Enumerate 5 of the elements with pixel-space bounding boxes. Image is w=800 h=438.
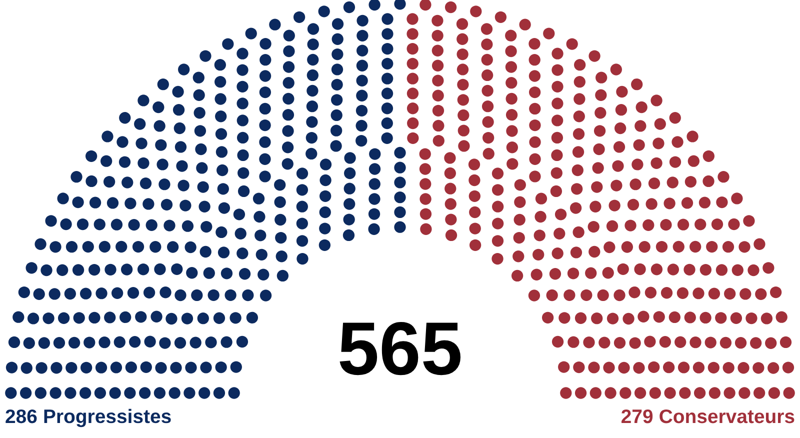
category-label: Progressistes — [44, 408, 171, 428]
category-label: Conservateurs — [660, 409, 794, 424]
data-label: 279 — [622, 409, 653, 424]
text: 565 — [340, 322, 460, 376]
data-label: 286 — [6, 409, 37, 424]
